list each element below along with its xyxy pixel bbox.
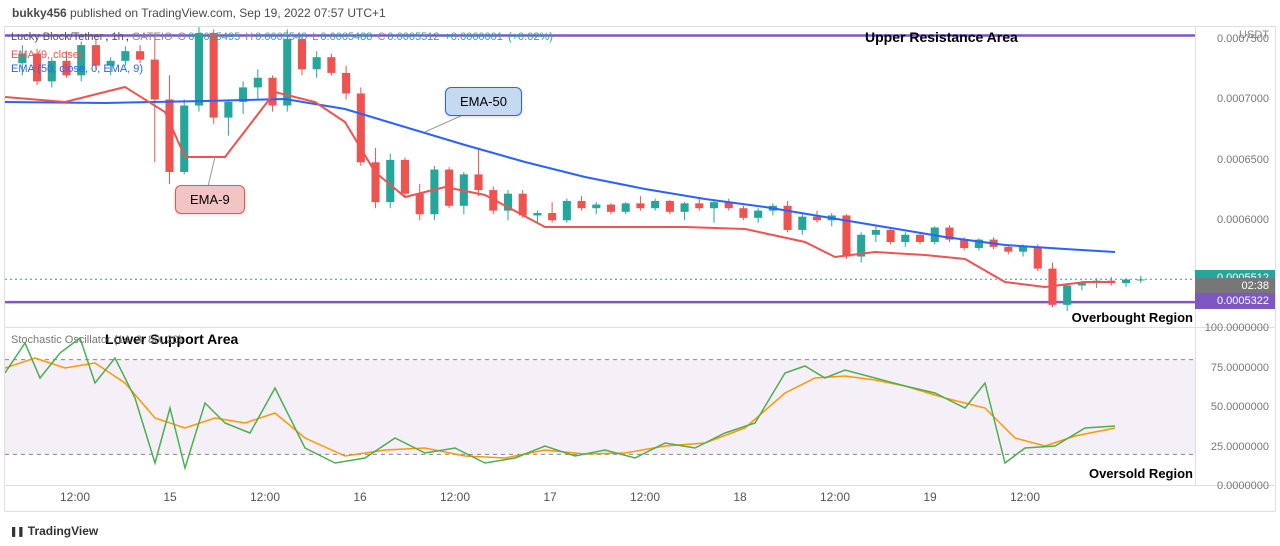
overbought-label: Overbought Region bbox=[1072, 310, 1193, 325]
x-tick: 12:00 bbox=[820, 490, 850, 504]
stochastic-chart[interactable]: Stochastic Oscillator (14, 3, 80, 20) Ov… bbox=[4, 328, 1276, 486]
y-tick: 25.0000000 bbox=[1211, 441, 1269, 453]
publish-header: bukky456 published on TradingView.com, S… bbox=[0, 0, 1280, 26]
ema9-callout: EMA-9 bbox=[175, 185, 245, 214]
y-tick: 0.0007000 bbox=[1217, 93, 1269, 105]
x-tick: 19 bbox=[923, 490, 936, 504]
y-tick: 100.0000000 bbox=[1205, 322, 1269, 334]
x-tick: 12:00 bbox=[440, 490, 470, 504]
ema9-indicator-label: EMA (9, close) bbox=[11, 49, 83, 61]
x-tick: 12:00 bbox=[1010, 490, 1040, 504]
price-chart[interactable]: Lucky Block/Tether, 1h, GATEIO O0.000549… bbox=[4, 26, 1276, 328]
x-tick: 16 bbox=[353, 490, 366, 504]
y-tick: 75.0000000 bbox=[1211, 362, 1269, 374]
stoch-indicator-label: Stochastic Oscillator (14, 3, 80, 20) bbox=[11, 334, 182, 346]
x-tick: 12:00 bbox=[250, 490, 280, 504]
price-tag: 0.0005322 bbox=[1195, 293, 1275, 309]
x-tick: 17 bbox=[543, 490, 556, 504]
y-tick: 50.0000000 bbox=[1211, 401, 1269, 413]
ema50-indicator-label: EMA (50, close, 0, EMA, 9) bbox=[11, 63, 143, 75]
x-tick: 12:00 bbox=[630, 490, 660, 504]
price-chart-svg bbox=[5, 27, 1197, 329]
x-tick: 18 bbox=[733, 490, 746, 504]
price-tag: 02:38 bbox=[1195, 278, 1275, 294]
x-tick: 15 bbox=[163, 490, 176, 504]
upper-resistance-label: Upper Resistance Area bbox=[865, 29, 1018, 45]
y-tick: 0.0006500 bbox=[1217, 154, 1269, 166]
chart-container: Lucky Block/Tether, 1h, GATEIO O0.000549… bbox=[0, 26, 1280, 512]
ema50-callout: EMA-50 bbox=[445, 87, 522, 116]
tradingview-brand: ❚❚ TradingView bbox=[10, 524, 98, 538]
symbol-ohlc: Lucky Block/Tether, 1h, GATEIO O0.000549… bbox=[11, 31, 555, 43]
publisher: bukky456 bbox=[12, 6, 67, 20]
price-y-axis: USDT 0.00075000.00070000.00065000.000600… bbox=[1195, 27, 1275, 327]
y-tick: 0.0006000 bbox=[1217, 214, 1269, 226]
x-tick: 12:00 bbox=[60, 490, 90, 504]
oversold-label: Oversold Region bbox=[1089, 466, 1193, 481]
time-x-axis: 12:00 15 12:00 16 12:00 17 12:00 18 12:00 19 12:00 bbox=[4, 486, 1276, 512]
y-tick: 0.0007500 bbox=[1217, 33, 1269, 45]
stoch-y-axis: 100.000000075.000000050.000000025.000000… bbox=[1195, 328, 1275, 485]
stoch-svg bbox=[5, 328, 1197, 486]
